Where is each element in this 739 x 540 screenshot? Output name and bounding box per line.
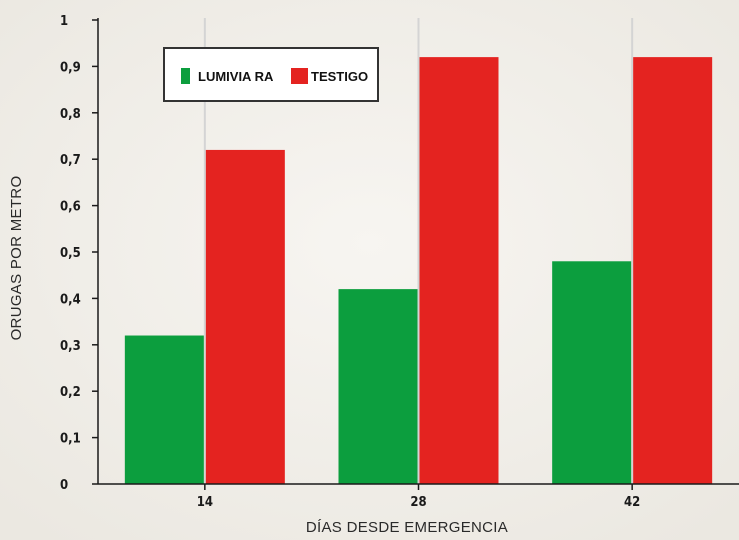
y-tick-label: 1 [60,14,68,29]
x-tick-label: 28 [410,495,426,510]
x-tick-label: 14 [197,495,213,510]
x-tick-label: 42 [624,495,640,510]
x-ticks-group: 14 28 42 [197,484,640,510]
y-tick-label: 0 [60,478,68,493]
legend-swatch-testigo [291,68,308,84]
y-tick-label: 0,4 [60,292,81,307]
bar-testigo-42 [633,57,713,485]
y-tick-label: 0,9 [60,60,81,75]
y-tick-label: 0,6 [60,200,81,215]
bar-lumivia-ra-42 [552,261,632,484]
y-axis-title: ORUGAS POR METRO [8,176,25,341]
bars-group [124,57,713,485]
y-tick-label: 0,3 [60,339,81,354]
y-tick-label: 0,5 [60,246,81,261]
legend-label-lumivia: LUMIVIA RA [198,69,274,84]
legend: LUMIVIA RA TESTIGO [163,47,379,102]
bar-lumivia-ra-14 [124,335,204,484]
legend-box [163,47,379,102]
y-tick-label: 0,1 [60,432,81,447]
y-tick-label: 0,8 [60,107,81,122]
y-tick-label: 0,2 [60,385,81,400]
y-ticks-group: 0 0,1 0,2 0,3 0,4 0,5 0,6 0,7 0,8 0,9 1 [60,14,98,493]
bar-testigo-28 [419,57,499,485]
x-axis-title: DÍAS DESDE EMERGENCIA [306,519,508,536]
y-tick-label: 0,7 [60,153,81,168]
bar-testigo-14 [205,149,285,485]
bar-lumivia-ra-28 [338,289,418,484]
legend-swatch-lumivia [181,68,190,84]
legend-label-testigo: TESTIGO [311,69,368,84]
